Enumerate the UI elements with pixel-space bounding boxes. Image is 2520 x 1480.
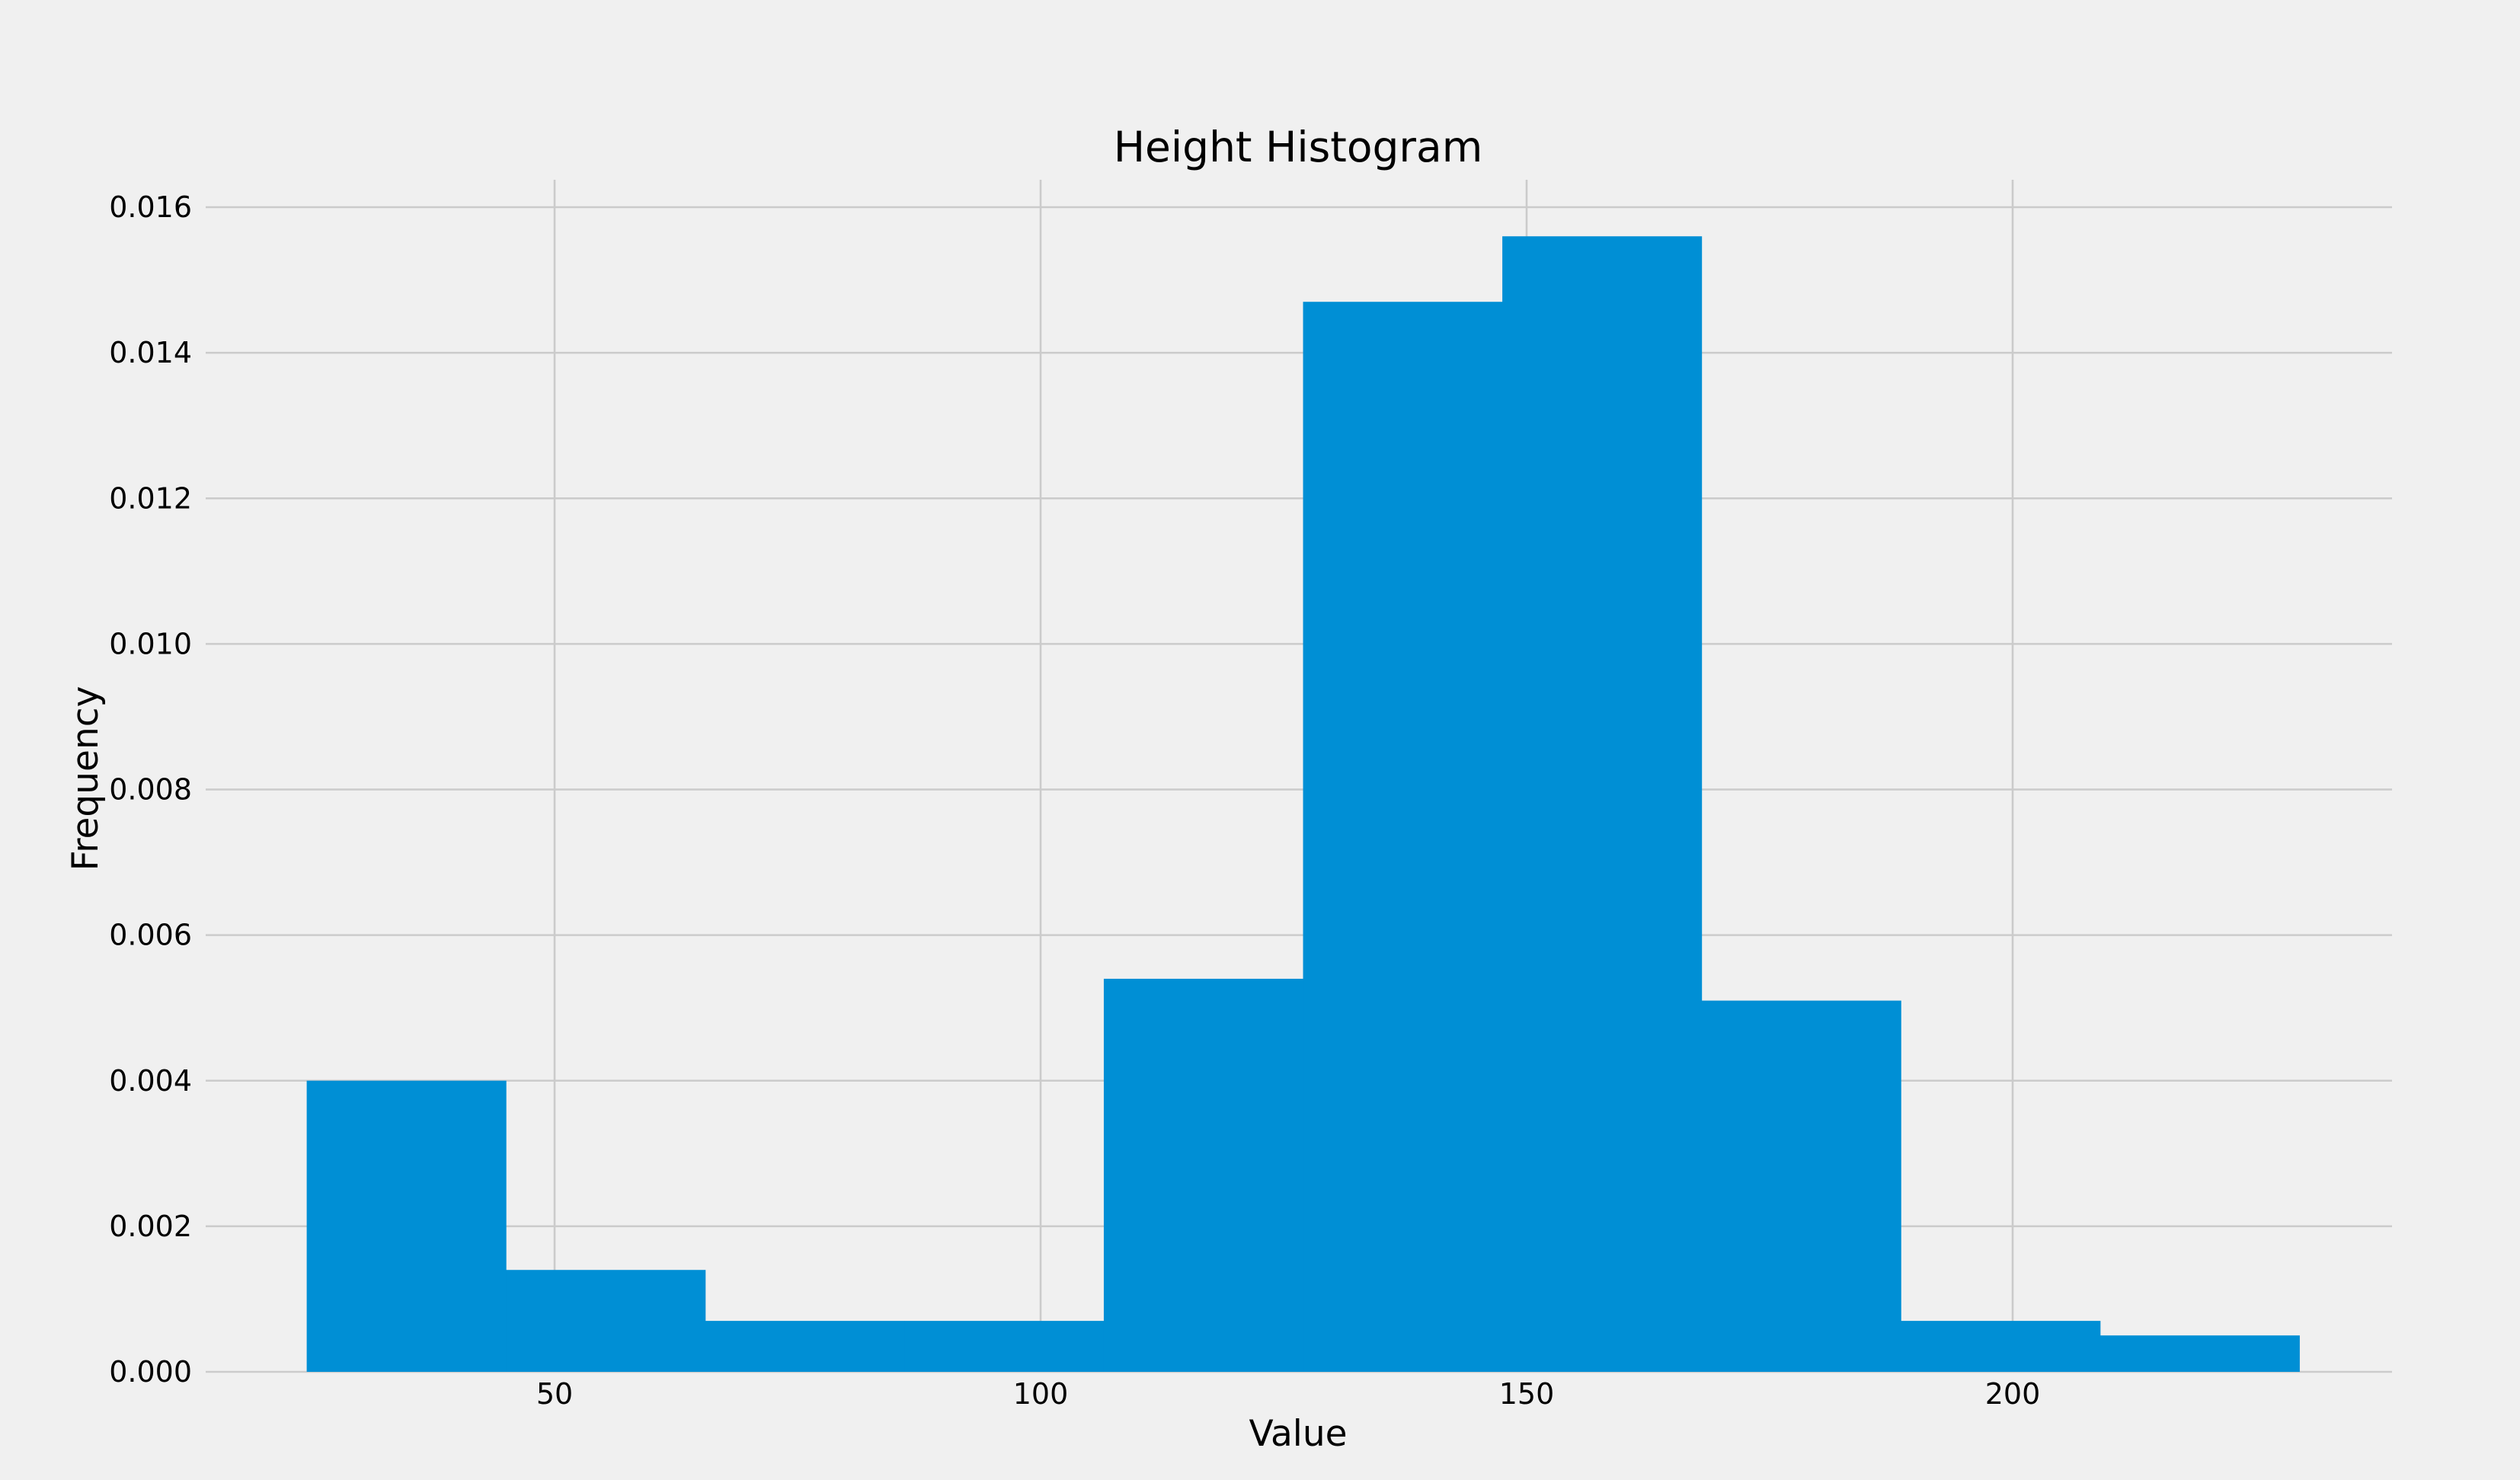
histogram-bar	[1502, 236, 1703, 1373]
x-tick-label: 100	[1013, 1377, 1069, 1411]
histogram-bar	[1701, 1000, 1901, 1372]
y-tick-label: 0.006	[109, 919, 192, 952]
y-tick-label: 0.014	[109, 336, 192, 369]
x-tick-label: 200	[1985, 1377, 2041, 1411]
histogram-bar	[506, 1270, 706, 1372]
y-tick-label: 0.010	[109, 627, 192, 660]
histogram-bar	[1103, 978, 1304, 1372]
x-axis-label: Value	[1249, 1413, 1347, 1455]
y-tick-labels: 0.000 0.002 0.004 0.006 0.008 0.010 0.012 0.014…	[109, 190, 192, 1389]
histogram-bar	[2099, 1335, 2300, 1372]
x-tick-label: 150	[1499, 1377, 1555, 1411]
histogram-bar	[1901, 1321, 2101, 1372]
histogram-bar	[306, 1080, 507, 1372]
y-tick-label: 0.000	[109, 1355, 192, 1389]
chart-title: Height Histogram	[1114, 123, 1483, 171]
y-axis-label: Frequency	[65, 686, 107, 871]
y-tick-label: 0.004	[109, 1064, 192, 1098]
y-tick-label: 0.008	[109, 773, 192, 807]
histogram-bar	[705, 1321, 905, 1372]
histogram-bars	[306, 236, 2300, 1373]
y-tick-label: 0.012	[109, 481, 192, 515]
y-tick-label: 0.002	[109, 1210, 192, 1243]
histogram-bar	[1303, 302, 1503, 1373]
histogram-bar	[904, 1321, 1105, 1372]
y-tick-label: 0.016	[109, 190, 192, 224]
x-tick-labels: 50 100 150 200	[536, 1377, 2040, 1411]
x-tick-label: 50	[536, 1377, 573, 1411]
